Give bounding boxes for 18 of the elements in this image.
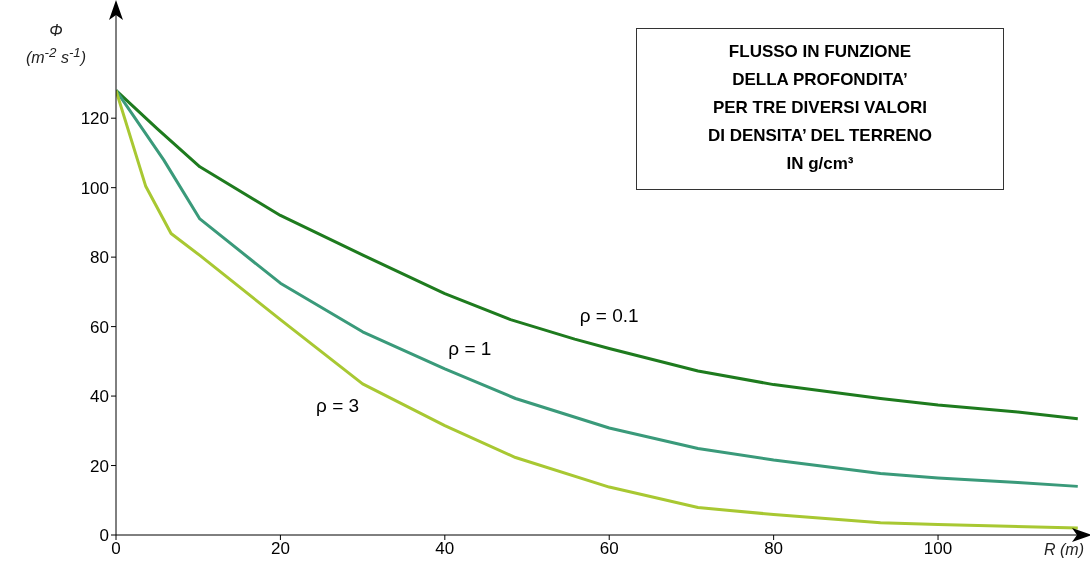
series-label: ρ = 3 [316,394,360,416]
x-axis-title: R (m) [1044,541,1084,559]
y-tick-label: 80 [90,248,109,268]
series-label: ρ = 1 [448,337,492,359]
y-tick-label: 120 [80,109,109,129]
y-tick-label: 60 [90,317,109,337]
y-tick-label: 20 [90,456,109,476]
x-tick-label: 80 [764,539,784,559]
x-tick-label: 20 [270,539,290,559]
text: FLUSSO IN FUNZIONE DELLA PROFONDITA’ PER TRE DIVERSI VALORI DI DENSITA’ DEL TERRENO IN g/cm³ [706,41,934,175]
x-tick-label: 60 [599,539,619,559]
y-tick-label: 0 [99,526,109,546]
series-label: ρ = 0.1 [579,305,639,327]
y-tick-label: 40 [90,387,109,407]
x-tick-label: 100 [923,539,953,559]
y-tick-label: 100 [80,178,109,198]
x-tick-label: 40 [435,539,455,559]
y-axis-title: Φ (m$^{-2}$ s$^{-1}$) [24,21,88,69]
